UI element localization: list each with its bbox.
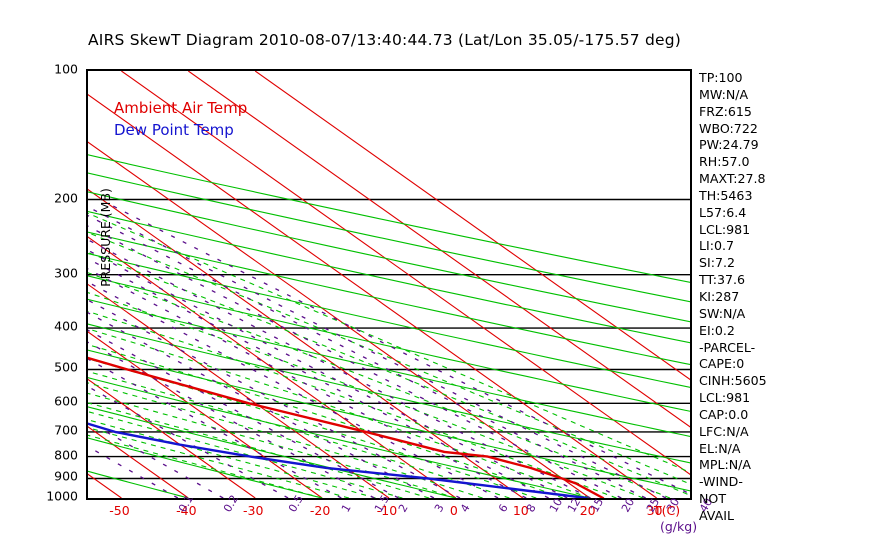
sounding-index-24: -WIND- [699,474,743,490]
pressure-tick-300: 300 [54,265,78,281]
mixing-ratio-unit-label: (g/kg) [660,519,698,534]
sounding-index-11: SI:7.2 [699,255,735,271]
sounding-index-22: EL:N/A [699,440,741,456]
pressure-tick-100: 100 [54,61,78,77]
sounding-index-0: TP:100 [699,70,743,85]
bottom-temp-tick--20: -20 [309,503,331,518]
bottom-temp-tick-20: 20 [579,503,596,518]
sounding-index-16: -PARCEL- [699,339,756,355]
sounding-index-23: MPL:N/A [699,457,751,473]
sounding-index-8: L57:6.4 [699,204,747,220]
sounding-index-19: LCL:981 [699,390,751,406]
pressure-tick-800: 800 [54,447,78,463]
sounding-index-14: SW:N/A [699,305,746,321]
sounding-index-15: EI:0.2 [699,322,735,338]
mixing-ratio-tick-6: 6 [496,501,511,515]
skewt-plot-area: Ambient Air Temp Dew Point Temp [86,69,692,500]
pressure-tick-700: 700 [54,422,78,438]
pressure-tick-200: 200 [54,190,78,206]
bottom-temp-tick-10: 10 [512,503,529,518]
sounding-index-3: WBO:722 [699,120,758,136]
pressure-axis-label: PRESSURE (MB) [97,188,113,287]
sounding-index-6: MAXT:27.8 [699,171,766,187]
mixing-ratio-tick-3: 3 [431,501,447,515]
mixing-ratio-tick-4: 4 [457,501,473,515]
pressure-tick-500: 500 [54,359,78,375]
pressure-tick-400: 400 [54,318,78,334]
sounding-index-18: CINH:5605 [699,373,767,389]
skewt-plot-svg [88,71,690,498]
sounding-index-21: LFC:N/A [699,423,749,439]
mixing-ratio-tick-2: 2 [396,501,412,515]
sounding-index-7: TH:5463 [699,187,753,203]
sounding-index-12: TT:37.6 [699,272,746,288]
temperature-unit-label: T(C) [654,503,681,518]
sounding-index-2: FRZ:615 [699,103,752,119]
pressure-tick-600: 600 [54,393,78,409]
sounding-index-10: LI:0.7 [699,238,735,254]
legend-ambient-air-temp: Ambient Air Temp [114,99,248,117]
sounding-indices-panel: TP:100 MW:N/A FRZ:615 WBO:722 PW:24.79 RH:57.… [699,70,864,525]
bottom-temp-tick--40: -40 [176,503,197,518]
bottom-temp-tick--10: -10 [376,503,398,518]
sounding-index-13: KI:287 [699,288,740,304]
mixing-ratio-tick-1: 1 [339,501,355,515]
sounding-index-1: MW:N/A [699,86,749,102]
page-title: AIRS SkewT Diagram 2010-08-07/13:40:44.7… [88,31,682,49]
bottom-temp-tick--30: -30 [243,503,264,518]
sounding-index-4: PW:24.79 [699,137,759,153]
pressure-tick-1000: 1000 [46,488,78,504]
sounding-index-20: CAP:0.0 [699,406,749,422]
pressure-tick-900: 900 [54,468,78,484]
bottom-temp-tick-30: 30 [646,503,663,518]
sounding-index-9: LCL:981 [699,221,751,237]
sounding-index-17: CAPE:0 [699,356,745,372]
sounding-index-5: RH:57.0 [699,154,750,170]
sounding-index-26: AVAIL [699,507,734,523]
sounding-index-25: NOT [699,491,727,507]
legend-dew-point-temp: Dew Point Temp [114,121,234,139]
bottom-temp-tick--50: -50 [109,503,130,518]
bottom-temp-tick-0: 0 [449,503,458,518]
